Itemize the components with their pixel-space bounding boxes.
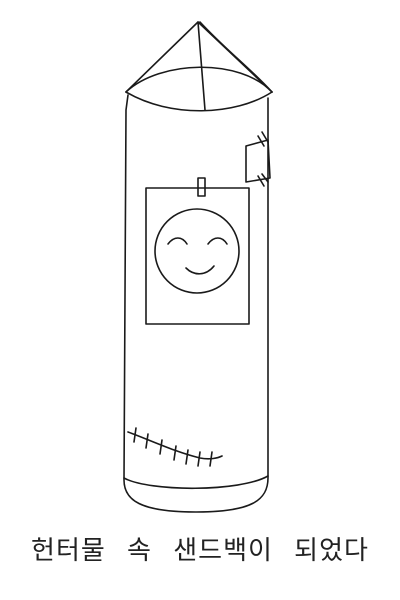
- pinned-face-picture: [145, 177, 250, 325]
- sandbag-illustration: [123, 21, 273, 513]
- sandbag-top-cone: [125, 21, 273, 112]
- pin-icon: [197, 177, 206, 197]
- sandbag-patch: [245, 131, 271, 187]
- caption-text: 헌터물 속 샌드백이 되었다: [31, 536, 369, 566]
- sandbag-seam: [127, 427, 223, 467]
- sandbag-body: [123, 94, 269, 513]
- smiley-face-icon: [154, 208, 240, 294]
